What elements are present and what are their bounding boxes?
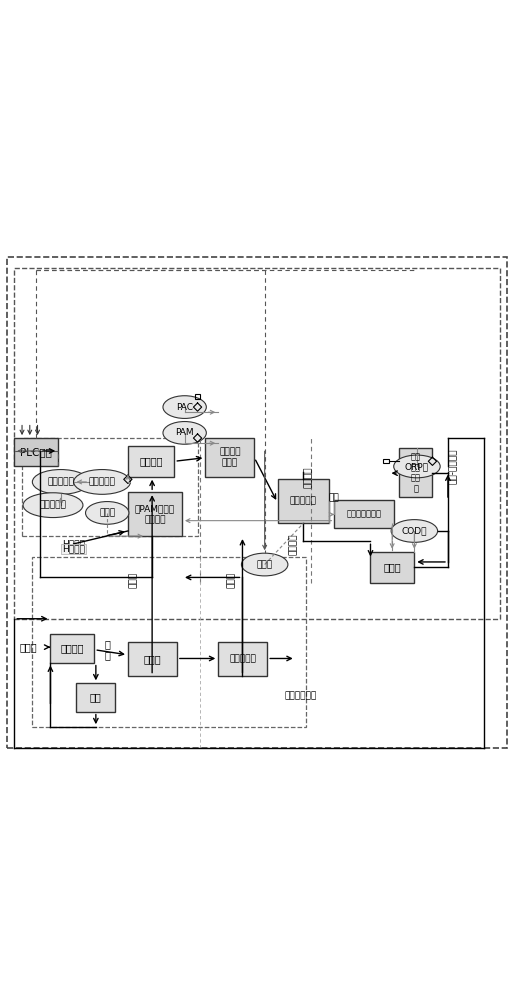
Bar [15, 268, 500, 619]
Ellipse shape [32, 470, 89, 494]
Ellipse shape [23, 493, 83, 518]
Text: H矿排水: H矿排水 [62, 539, 85, 548]
Ellipse shape [163, 396, 207, 418]
FancyBboxPatch shape [128, 446, 174, 477]
Ellipse shape [241, 553, 288, 576]
FancyBboxPatch shape [399, 448, 432, 497]
Text: PAC: PAC [176, 403, 193, 412]
Bar [22, 438, 198, 536]
Text: PLC自控: PLC自控 [20, 447, 52, 457]
FancyBboxPatch shape [334, 500, 394, 528]
Text: 浓缩液: 浓缩液 [227, 572, 236, 588]
Text: 矿石分选: 矿石分选 [61, 643, 84, 653]
FancyBboxPatch shape [76, 683, 115, 712]
Text: ORP仪: ORP仪 [405, 462, 429, 471]
Text: 空气或氧气: 空气或氧气 [39, 501, 66, 510]
Ellipse shape [86, 502, 129, 524]
Bar [32, 557, 306, 727]
FancyBboxPatch shape [15, 438, 58, 466]
Text: 沉淀污泥: 沉淀污泥 [304, 466, 312, 488]
Text: 反冲洗水: 反冲洗水 [289, 533, 297, 555]
Ellipse shape [394, 455, 440, 478]
Text: H矿排水: H矿排水 [62, 545, 85, 554]
Text: 循环冷却水系统: 循环冷却水系统 [347, 510, 381, 519]
FancyBboxPatch shape [206, 438, 254, 477]
Bar [195, 394, 200, 399]
Ellipse shape [163, 422, 207, 444]
Text: 粘度仪: 粘度仪 [99, 508, 115, 517]
Text: COD仪: COD仪 [402, 526, 427, 535]
Text: 尾矿池: 尾矿池 [144, 654, 161, 664]
Text: 混凝絮凝
反应池: 混凝絮凝 反应池 [219, 448, 241, 467]
Text: PAM: PAM [175, 428, 194, 437]
FancyBboxPatch shape [218, 642, 267, 676]
Text: 矿液浓缩机: 矿液浓缩机 [229, 654, 256, 663]
FancyBboxPatch shape [128, 642, 177, 676]
Text: 臭氧发生器: 臭氧发生器 [47, 477, 74, 486]
Bar [384, 459, 389, 463]
FancyBboxPatch shape [371, 552, 414, 583]
Text: 尾
砂: 尾 砂 [104, 639, 110, 661]
Text: 砂滤池: 砂滤池 [384, 562, 401, 572]
Text: 排污: 排污 [329, 493, 340, 502]
Text: 溢流水: 溢流水 [129, 572, 138, 588]
Text: 气水混合器: 气水混合器 [89, 477, 116, 486]
Text: 不合
格重
新处
理: 不合 格重 新处 理 [411, 453, 421, 493]
Text: 臭氧氧化: 臭氧氧化 [139, 456, 163, 466]
FancyBboxPatch shape [50, 634, 94, 663]
Text: 矿液综合利用: 矿液综合利用 [285, 692, 317, 701]
Ellipse shape [391, 520, 438, 542]
Text: 浊度仪: 浊度仪 [256, 560, 272, 569]
Text: 含PAM尾矿废
水调节池: 含PAM尾矿废 水调节池 [135, 504, 175, 524]
Text: 精矿: 精矿 [90, 692, 102, 702]
Ellipse shape [74, 470, 130, 494]
Text: 合格-循环利用: 合格-循环利用 [448, 449, 458, 484]
Text: 斜管沉淀池: 斜管沉淀池 [290, 497, 317, 506]
FancyBboxPatch shape [128, 492, 182, 536]
Text: 新鲜水: 新鲜水 [19, 642, 37, 652]
FancyBboxPatch shape [278, 479, 329, 523]
